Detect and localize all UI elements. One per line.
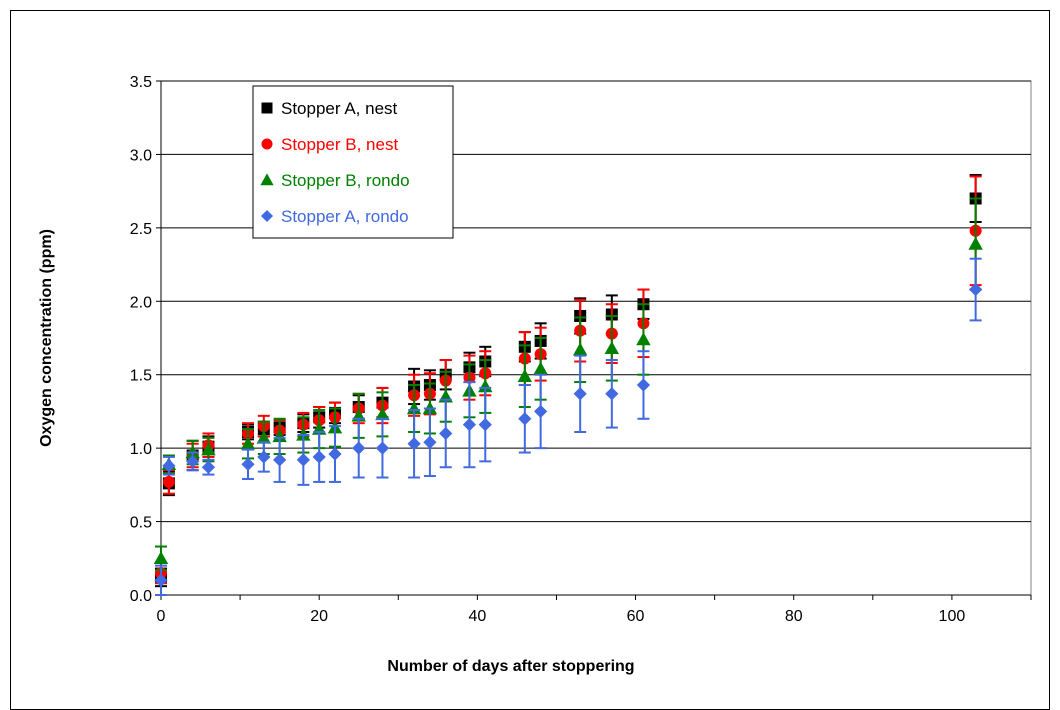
y-tick-label: 2.0 [130,294,152,311]
x-tick-label: 100 [939,608,966,625]
legend-box [252,85,454,239]
legend-label: Stopper B, nest [281,135,398,154]
data-point [272,429,287,443]
axes: 0.0 0.5 1.0 1.5 2.0 2.5 3.0 3.5 0 20 40 60 80 100 [130,74,1032,625]
legend-marker [261,138,273,150]
data-point [604,341,620,355]
data-point [423,435,437,449]
x-tick-label: 20 [310,608,328,625]
data-point [154,573,168,587]
data-point [296,453,310,467]
y-axis-title: Oxygen concentration (ppm) [38,229,55,447]
data-point [517,368,533,382]
y-tick-label: 0.0 [130,588,152,605]
data-point [533,361,548,375]
data-point [518,412,532,426]
data-point [328,447,342,461]
legend-label: Stopper A, nest [281,99,398,118]
data-point [257,450,271,464]
data-point [186,454,200,468]
data-point [478,379,493,393]
series-4 [154,257,983,596]
data-point [201,460,216,474]
data-point [407,437,421,451]
x-tick-label: 40 [468,608,486,625]
data-point [636,378,651,392]
y-tick-label: 3.0 [130,147,152,164]
series-layer [153,173,983,596]
data-point [375,407,390,421]
data-point [406,401,422,415]
data-point [162,459,176,473]
legend-marker [260,173,274,186]
y-tick-label: 1.0 [130,441,152,458]
data-point [572,342,588,356]
data-point [273,453,287,467]
x-axis-title: Number of days after stoppering [387,658,634,675]
legend-marker [261,102,273,114]
legend-marker [260,209,274,223]
y-tick-label: 1.5 [130,368,152,385]
x-tick-label: 80 [785,608,803,625]
data-point [312,450,326,464]
data-point [352,441,366,455]
y-tick-label: 0.5 [130,515,152,532]
data-point [636,332,651,346]
legend-label: Stopper B, rondo [281,171,410,190]
data-point [439,426,453,441]
data-point [162,475,175,488]
chart-svg: 0.0 0.5 1.0 1.5 2.0 2.5 3.0 3.5 0 20 40 60 80 100 Num… [38,74,1032,675]
data-point [201,442,216,456]
data-point [968,236,983,250]
data-point [256,430,272,444]
data-point [241,457,255,471]
chart-frame: 0.0 0.5 1.0 1.5 2.0 2.5 3.0 3.5 0 20 40 60 80 100 Num… [10,10,1050,710]
legend: Stopper A, nest Stopper B, nest Stopper B,… [252,85,454,239]
data-point [969,282,983,297]
data-point [534,404,548,419]
x-tick-label: 60 [627,608,645,625]
x-tick-label: 0 [157,608,166,625]
data-point [375,441,390,455]
data-point [240,436,256,450]
data-point [605,387,619,401]
data-point [478,418,492,432]
y-tick-label: 2.5 [130,221,152,238]
data-point [153,551,169,565]
data-point [573,387,587,401]
legend-label: Stopper A, rondo [281,207,409,226]
y-tick-label: 3.5 [130,74,152,91]
data-point [462,418,477,432]
